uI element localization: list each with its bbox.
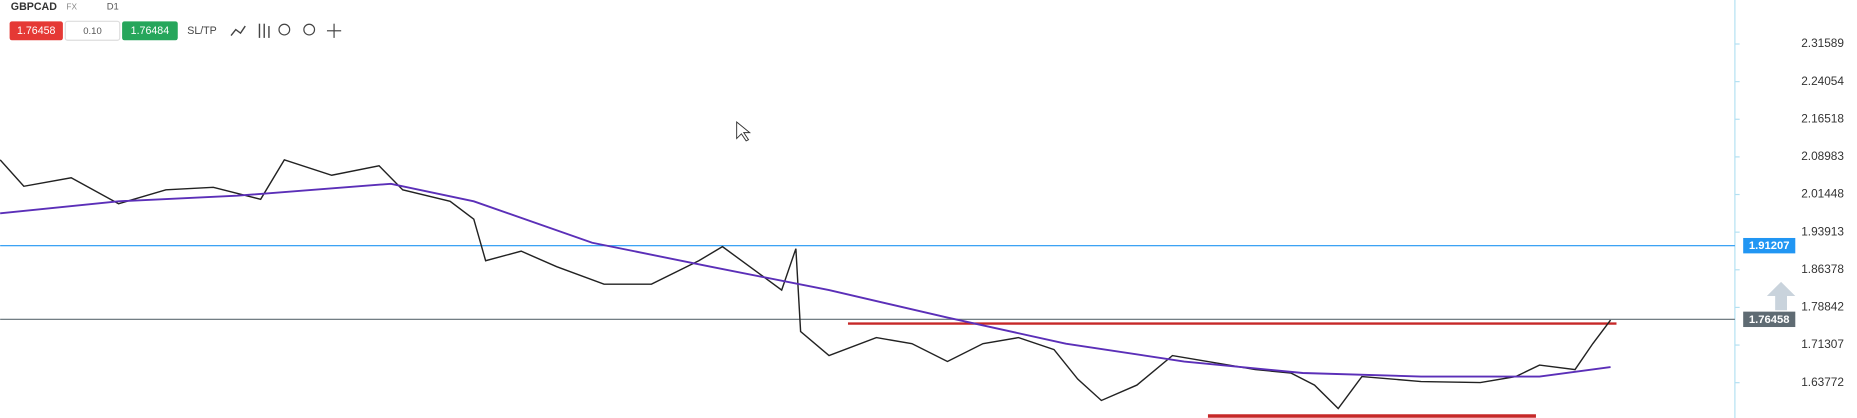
y-tick-label: 2.31589 bbox=[1801, 36, 1844, 50]
ask-price[interactable]: 1.76484 bbox=[131, 25, 170, 37]
market[interactable]: FX bbox=[66, 2, 77, 11]
sell-button[interactable] bbox=[9, 21, 63, 41]
bid-price[interactable]: 1.76458 bbox=[17, 25, 56, 37]
scroll-arrow[interactable] bbox=[1766, 281, 1796, 311]
timeframe[interactable]: D1 bbox=[107, 2, 119, 13]
price-level-label: 1.91207 bbox=[1749, 240, 1790, 252]
series-line bbox=[0, 159, 1612, 410]
candle-tool[interactable] bbox=[258, 23, 270, 38]
y-tick-label: 1.63772 bbox=[1801, 375, 1844, 389]
y-tick-label: 2.01448 bbox=[1801, 187, 1844, 201]
sltp-button[interactable]: SL/TP bbox=[187, 25, 217, 37]
y-tick-label: 2.24054 bbox=[1801, 74, 1844, 88]
mouse-cursor bbox=[736, 120, 752, 142]
y-tick-label: 1.71307 bbox=[1801, 337, 1844, 351]
buy-button[interactable] bbox=[122, 21, 178, 41]
y-tick-label: 1.78842 bbox=[1801, 300, 1844, 314]
lot-input[interactable] bbox=[64, 20, 121, 41]
symbol[interactable]: GBPCAD bbox=[11, 1, 57, 13]
series-line bbox=[0, 182, 1611, 378]
price-level-tag bbox=[1743, 311, 1796, 328]
line-tool[interactable] bbox=[230, 25, 246, 36]
y-tick-label: 1.86378 bbox=[1801, 262, 1844, 276]
price-level-tag bbox=[1743, 237, 1796, 254]
crosshair[interactable] bbox=[326, 23, 342, 38]
y-tick-label: 2.16518 bbox=[1801, 111, 1844, 125]
zoom-in[interactable] bbox=[303, 23, 316, 36]
y-tick-label: 1.93913 bbox=[1801, 224, 1844, 238]
zoom-out[interactable] bbox=[278, 23, 291, 36]
price-level-label: 1.76458 bbox=[1749, 314, 1790, 326]
y-tick-label: 2.08983 bbox=[1801, 149, 1844, 163]
lot-size[interactable]: 0.10 bbox=[83, 26, 101, 37]
